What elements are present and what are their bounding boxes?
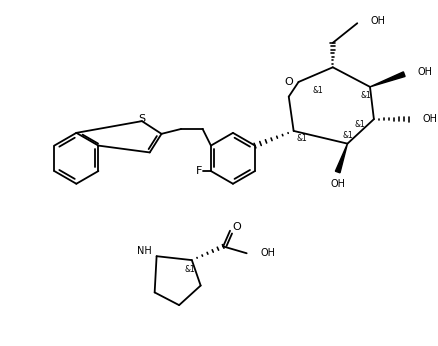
Text: OH: OH — [330, 179, 345, 189]
Text: O: O — [284, 77, 293, 87]
Text: &1: &1 — [297, 134, 307, 143]
Polygon shape — [370, 72, 405, 87]
Text: OH: OH — [418, 67, 433, 77]
Text: &1: &1 — [360, 91, 371, 100]
Text: &1: &1 — [343, 131, 353, 140]
Text: OH: OH — [260, 248, 276, 258]
Text: F: F — [196, 166, 202, 176]
Text: O: O — [232, 222, 241, 232]
Text: &1: &1 — [184, 265, 195, 274]
Polygon shape — [336, 144, 347, 173]
Text: &1: &1 — [354, 120, 365, 129]
Text: OH: OH — [423, 114, 438, 124]
Text: NH: NH — [137, 246, 152, 256]
Text: S: S — [138, 114, 145, 124]
Text: OH: OH — [371, 16, 386, 26]
Text: &1: &1 — [312, 86, 323, 95]
